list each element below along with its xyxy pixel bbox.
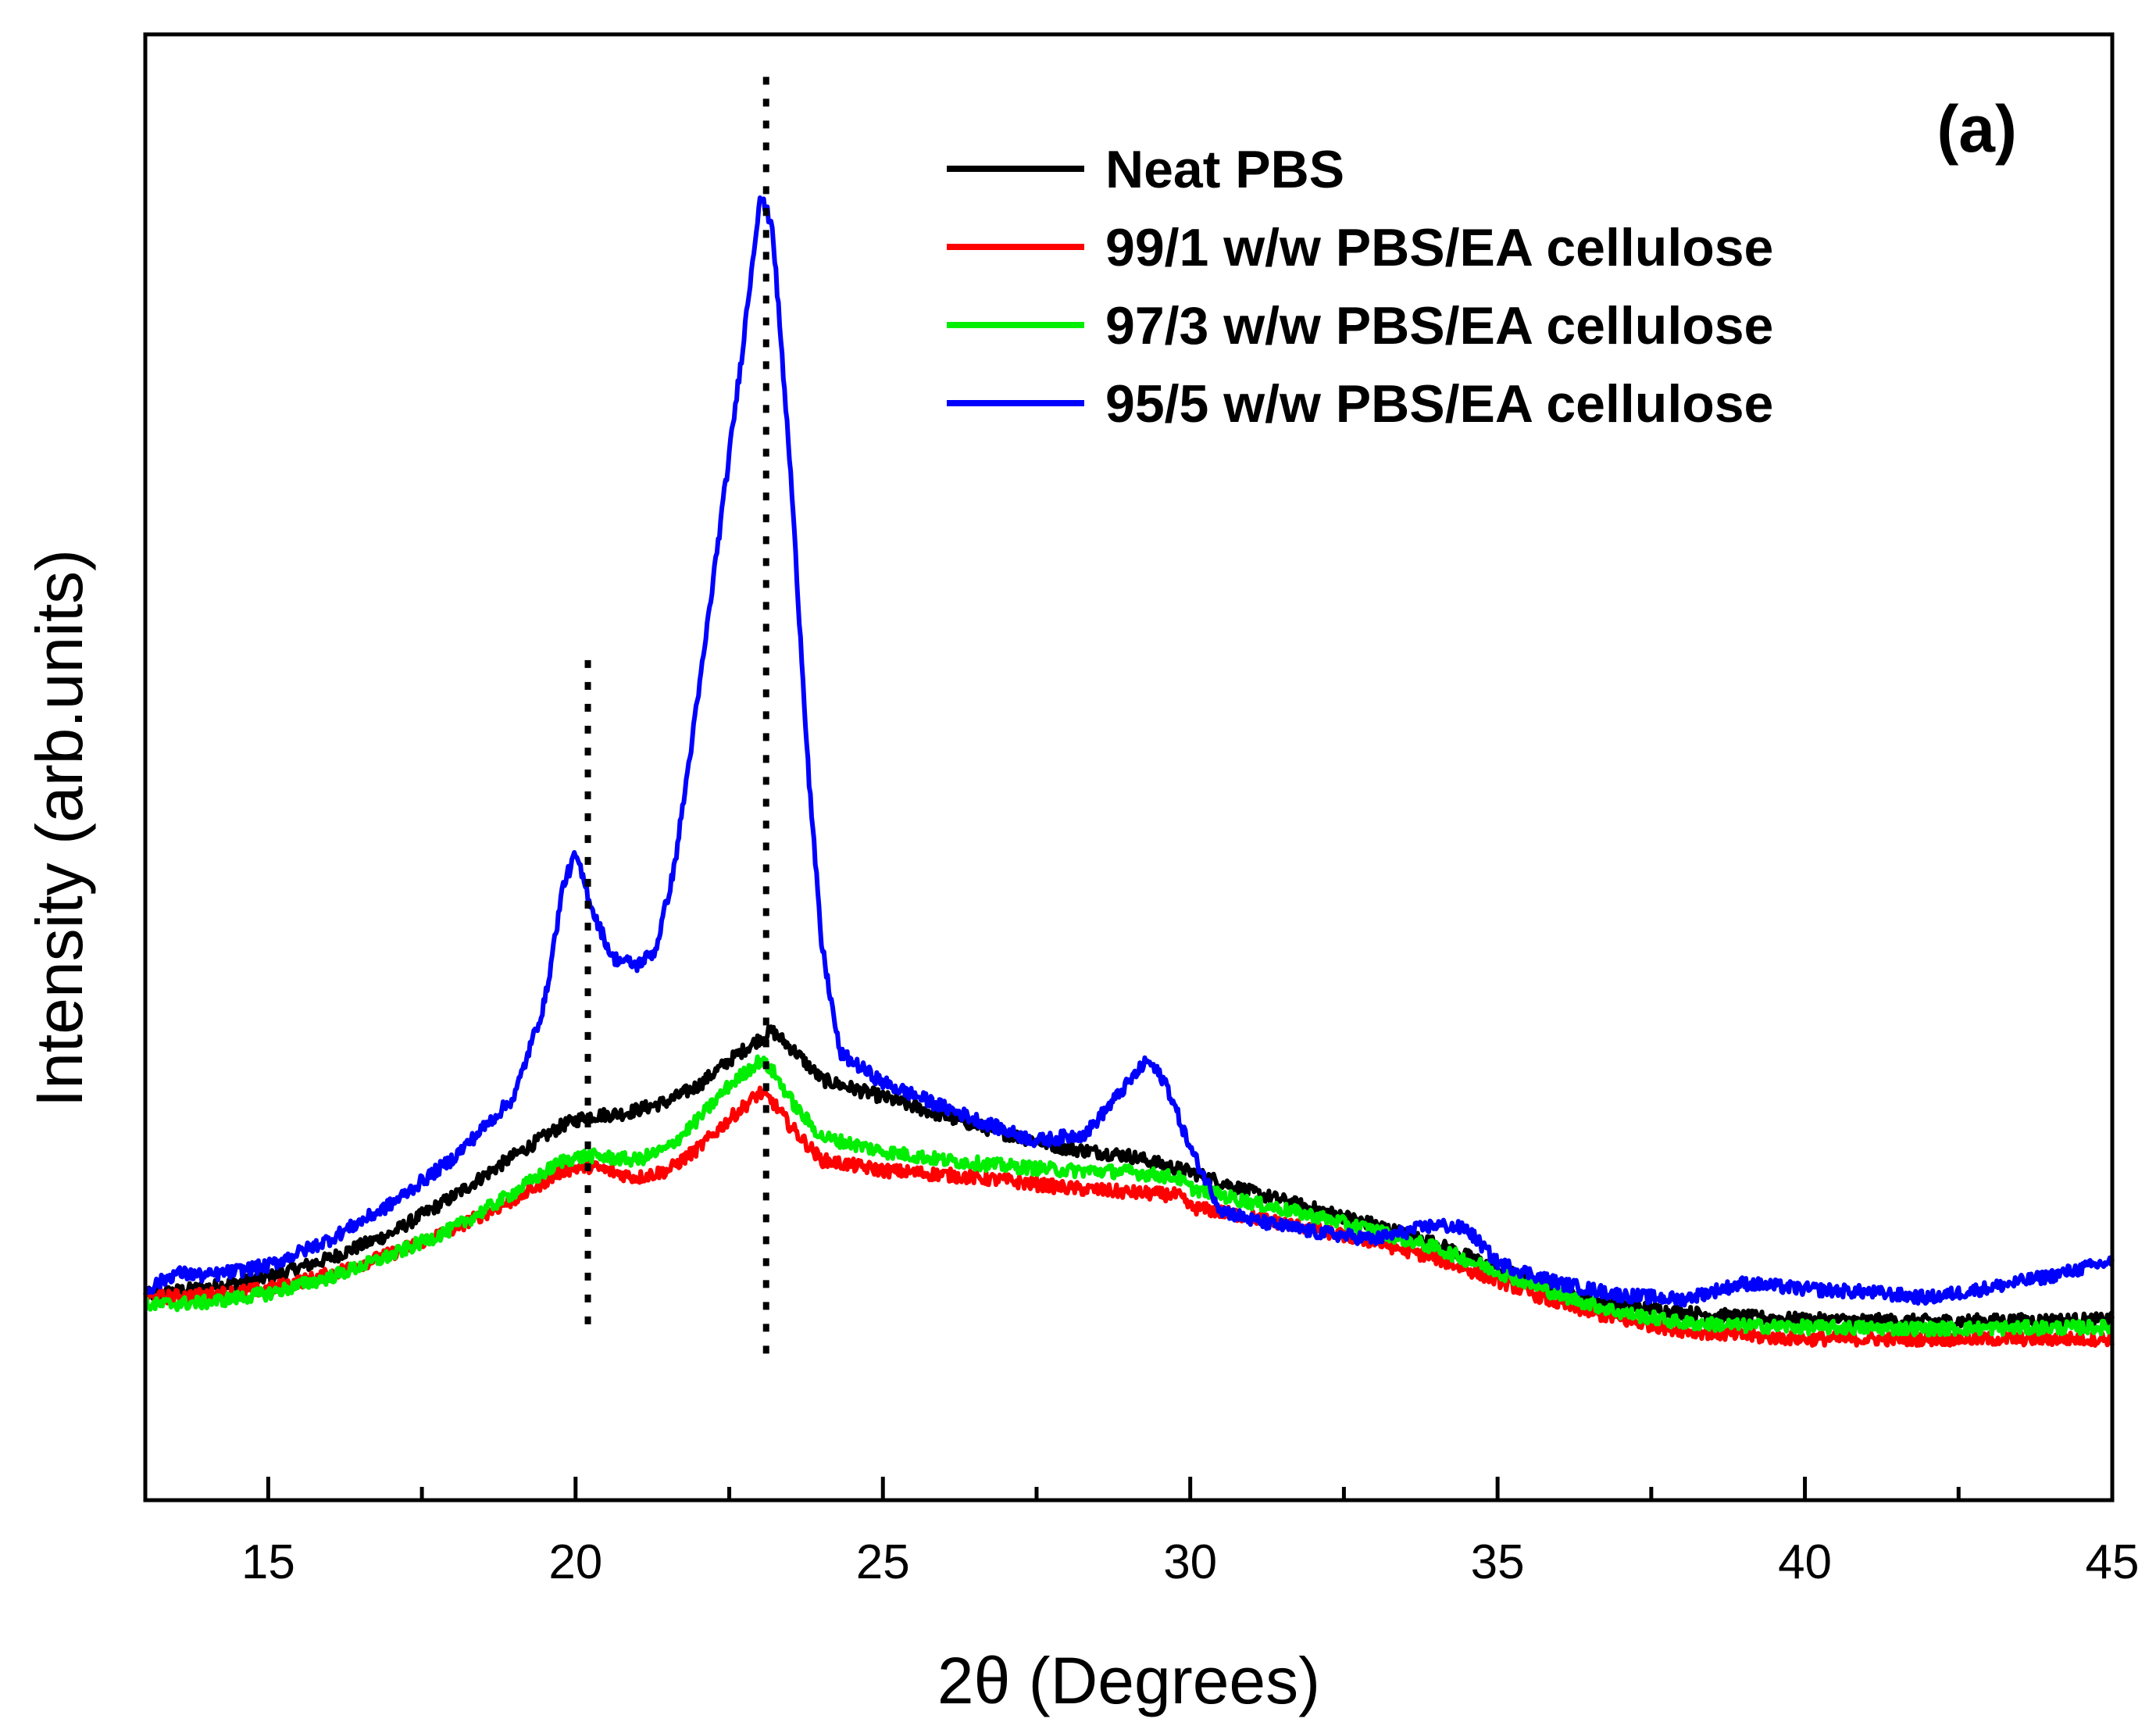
x-tick-label: 30: [1163, 1535, 1217, 1589]
x-tick-label: 40: [1778, 1535, 1832, 1589]
x-axis-ticks: [266, 1477, 2115, 1500]
legend-label-4: 95/5 w/w PBS/EA cellulose: [1105, 374, 1773, 434]
x-tick-label: 15: [241, 1535, 295, 1589]
x-axis-tick-labels: 15 20 25 30 35 40 45: [241, 1535, 2140, 1589]
x-tick-label: 20: [548, 1535, 602, 1589]
reference-lines: [584, 63, 769, 1354]
x-axis-title: 2θ (Degrees): [937, 1644, 1320, 1717]
legend-label-1: Neat PBS: [1105, 140, 1344, 199]
panel-label: (a): [1936, 92, 2017, 166]
series-layer: [143, 195, 2115, 1348]
y-axis-title: Intensity (arb.units): [23, 549, 96, 1107]
legend: Neat PBS 99/1 w/w PBS/EA cellulose 97/3 w/…: [947, 140, 1773, 434]
x-tick-label: 45: [2086, 1535, 2140, 1589]
x-tick-label: 35: [1471, 1535, 1525, 1589]
plot-frame: [143, 32, 2115, 1503]
series-line-4: [143, 195, 2115, 1308]
x-tick-label: 25: [856, 1535, 910, 1589]
legend-label-3: 97/3 w/w PBS/EA cellulose: [1105, 296, 1773, 356]
series-line-3: [143, 1054, 2115, 1338]
legend-label-2: 99/1 w/w PBS/EA cellulose: [1105, 218, 1773, 277]
series-line-2: [143, 1085, 2115, 1348]
